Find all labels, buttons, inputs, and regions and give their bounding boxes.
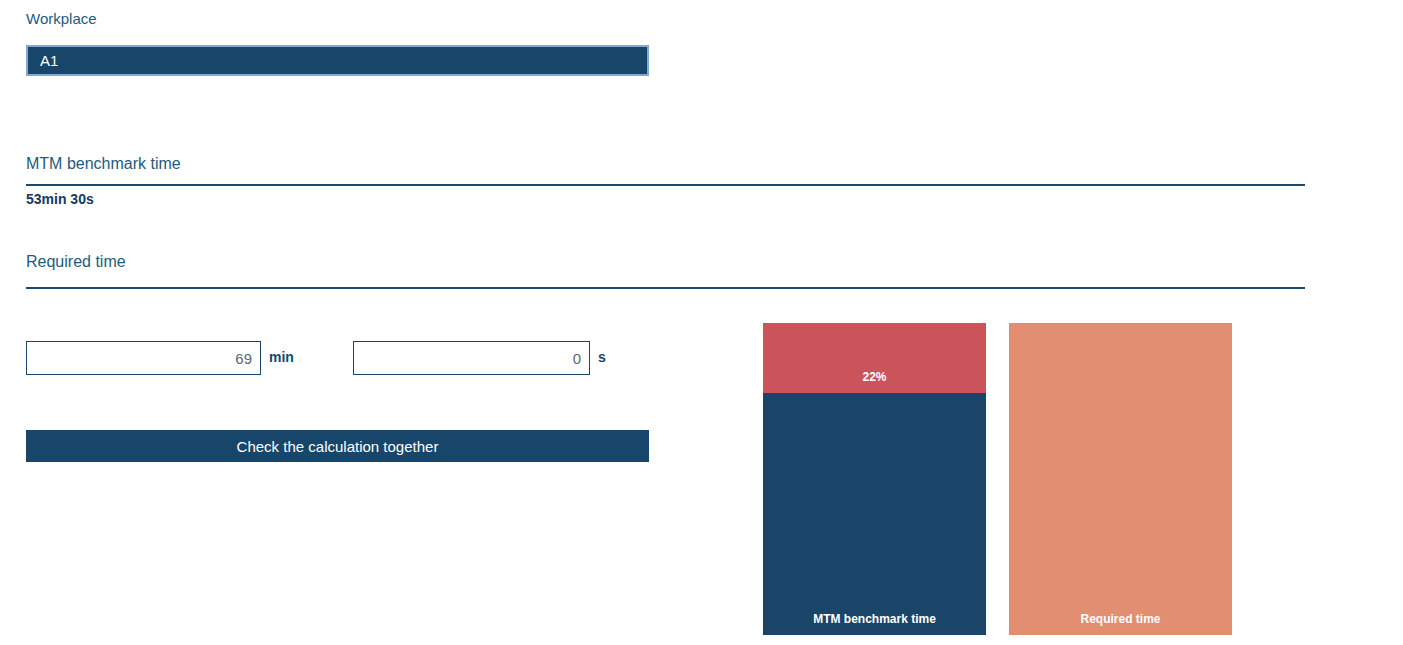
required-time-segment: Required time (1009, 323, 1232, 635)
required-time-bar: Required time (1009, 323, 1232, 635)
mtm-benchmark-segment: MTM benchmark time (763, 393, 986, 635)
workplace-select[interactable]: A1 (26, 45, 649, 76)
divider (26, 184, 1305, 186)
minutes-unit-label: min (269, 349, 294, 365)
mtm-calculation-page: Workplace A1 MTM benchmark time 53min 30… (0, 0, 1403, 645)
mtm-benchmark-heading: MTM benchmark time (26, 155, 181, 173)
difference-segment-label: 22% (862, 370, 886, 384)
required-time-heading: Required time (26, 253, 126, 271)
divider (26, 287, 1305, 289)
difference-segment: 22% (763, 323, 986, 393)
mtm-benchmark-bar: 22% MTM benchmark time (763, 323, 986, 635)
check-calculation-button[interactable]: Check the calculation together (26, 430, 649, 462)
seconds-unit-label: s (598, 349, 606, 365)
required-seconds-input[interactable] (353, 341, 590, 375)
required-minutes-input[interactable] (26, 341, 261, 375)
mtm-benchmark-segment-label: MTM benchmark time (813, 612, 936, 626)
mtm-benchmark-value: 53min 30s (26, 191, 94, 207)
workplace-label: Workplace (26, 10, 97, 27)
required-time-segment-label: Required time (1080, 612, 1160, 626)
